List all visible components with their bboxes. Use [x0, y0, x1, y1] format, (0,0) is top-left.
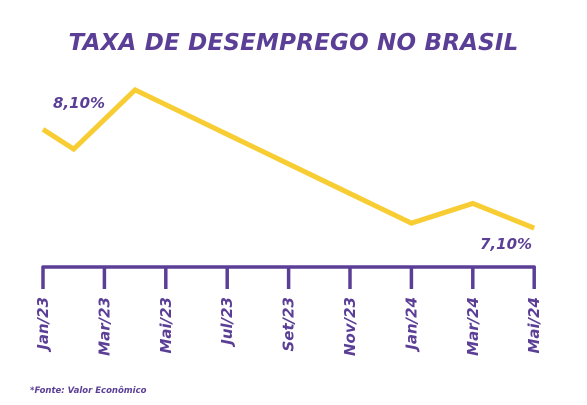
x-tick-label: Mar/23 [95, 297, 113, 356]
x-tick-label: Mai/23 [157, 297, 175, 354]
x-axis: Jan/23 Mar/23 Mai/23 Jul/23 Set/23 Nov/23 Jan/… [34, 265, 543, 356]
x-tick-label: Jan/24 [402, 297, 420, 353]
data-label-first: 8,10% [53, 94, 105, 112]
x-tick-label: Jul/23 [218, 297, 236, 348]
source-footnote: *Fonte: Valor Econômico [30, 386, 147, 396]
data-label-last: 7,10% [480, 235, 532, 253]
x-tick-label: Jan/23 [34, 297, 52, 353]
x-tick-label: Mai/24 [525, 297, 543, 354]
x-tick-label: Nov/23 [341, 297, 359, 356]
series-line [41, 86, 536, 231]
series-line-group [41, 86, 536, 231]
chart-title: TAXA DE DESEMPREGO NO BRASIL [68, 30, 519, 56]
x-tick-label: Set/23 [280, 297, 298, 352]
x-tick-label: Mar/24 [464, 297, 482, 356]
